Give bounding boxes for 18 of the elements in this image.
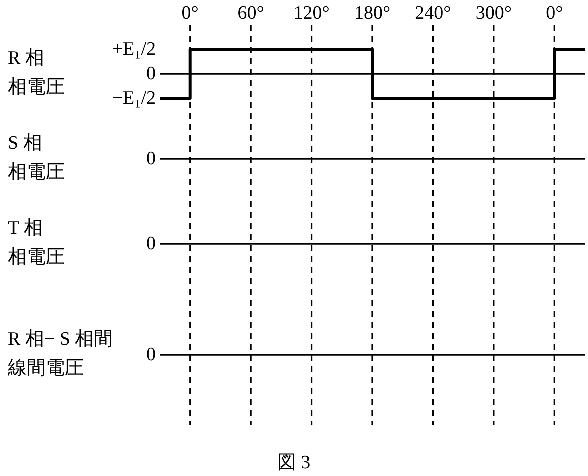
text: 0 (146, 234, 156, 254)
x-tick-label: 0° (182, 3, 199, 24)
text: −E₁/2 (112, 88, 156, 109)
text: R 相− S 相間線間電圧 (7, 328, 114, 378)
text: 0 (146, 148, 156, 170)
x-tick-label: 0° (546, 3, 564, 24)
text: S 相相電圧 (8, 132, 65, 182)
x-tick-label: 180° (354, 3, 391, 24)
y-axis-title: R 相相電圧 (8, 48, 65, 98)
x-tick-label: 60° (238, 3, 264, 24)
x-tick-label: 240° (415, 3, 452, 24)
x-tick-label: 120° (294, 3, 330, 24)
text: 0 (146, 64, 156, 84)
text: +E₁/2 (112, 39, 156, 60)
x-tick-label: 300° (476, 3, 512, 24)
text: T 相相電圧 (8, 218, 65, 268)
text: 0 (146, 344, 156, 366)
caption: 図 3 (277, 452, 311, 474)
